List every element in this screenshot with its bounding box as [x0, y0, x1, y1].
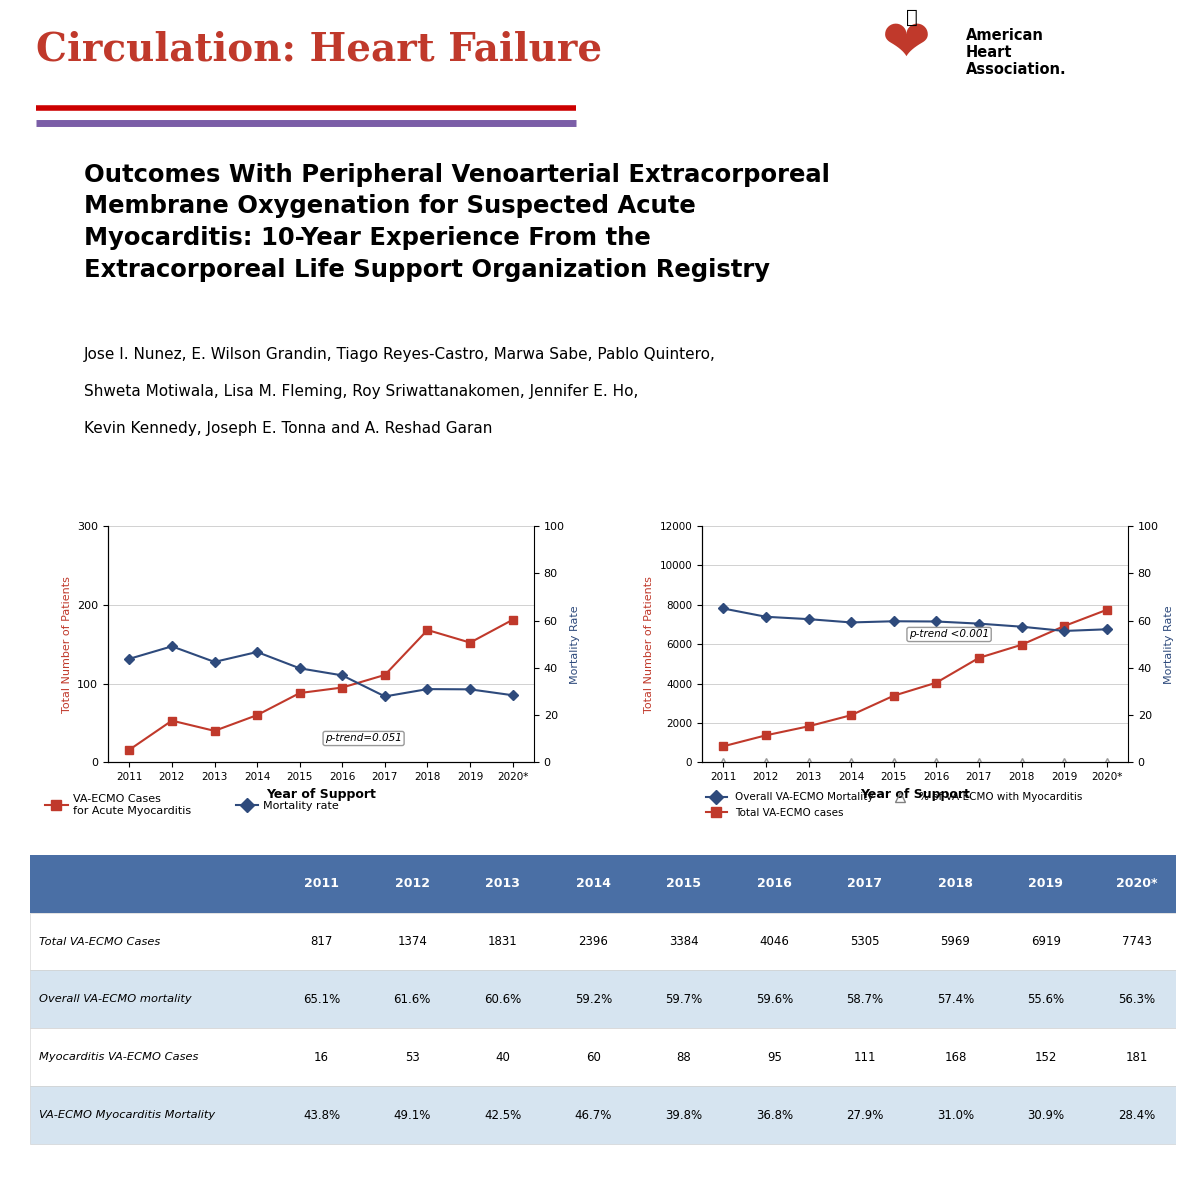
Text: 55.6%: 55.6% — [1027, 993, 1064, 1006]
Bar — [30, 1028, 1182, 1086]
Bar — [30, 913, 1182, 970]
Text: 2015: 2015 — [666, 877, 701, 890]
Text: 16: 16 — [314, 1051, 329, 1064]
Text: 1831: 1831 — [488, 935, 517, 948]
Legend: VA-ECMO Cases
for Acute Myocarditis, Mortality rate: VA-ECMO Cases for Acute Myocarditis, Mor… — [41, 790, 343, 820]
Bar — [30, 970, 1182, 1028]
Text: 111: 111 — [853, 1051, 876, 1064]
Text: 168: 168 — [944, 1051, 966, 1064]
Text: 88: 88 — [677, 1051, 691, 1064]
Text: 152: 152 — [1034, 1051, 1057, 1064]
Text: 4046: 4046 — [760, 935, 790, 948]
Y-axis label: Mortality Rate: Mortality Rate — [1164, 605, 1175, 683]
X-axis label: Year of Support: Year of Support — [860, 787, 970, 800]
Text: 2018: 2018 — [938, 877, 973, 890]
Text: 57.4%: 57.4% — [937, 993, 974, 1006]
Text: 2020*: 2020* — [1116, 877, 1157, 890]
Text: 58.7%: 58.7% — [846, 993, 883, 1006]
Text: 59.7%: 59.7% — [665, 993, 702, 1006]
Text: 2016: 2016 — [757, 877, 792, 890]
Text: 49.1%: 49.1% — [394, 1109, 431, 1122]
Text: Kevin Kennedy, Joseph E. Tonna and A. Reshad Garan: Kevin Kennedy, Joseph E. Tonna and A. Re… — [84, 421, 492, 436]
Text: 56.3%: 56.3% — [1118, 993, 1156, 1006]
Text: 28.4%: 28.4% — [1118, 1109, 1156, 1122]
Text: 817: 817 — [311, 935, 332, 948]
Text: 31.0%: 31.0% — [937, 1109, 974, 1122]
Text: 2012: 2012 — [395, 877, 430, 890]
Text: A: A — [58, 483, 72, 502]
Text: VA-ECMO Myocarditis Mortality: VA-ECMO Myocarditis Mortality — [40, 1110, 215, 1121]
Text: p-trend=0.051: p-trend=0.051 — [325, 734, 402, 743]
Y-axis label: Mortality Rate: Mortality Rate — [570, 605, 581, 683]
Text: 61.6%: 61.6% — [394, 993, 431, 1006]
Text: 5969: 5969 — [941, 935, 971, 948]
Y-axis label: Total Number of Patients: Total Number of Patients — [61, 576, 72, 713]
Text: Myocarditis VA-ECMO Cases: Myocarditis VA-ECMO Cases — [40, 1052, 198, 1063]
Text: 27.9%: 27.9% — [846, 1109, 883, 1122]
Text: 42.5%: 42.5% — [484, 1109, 521, 1122]
Text: 59.2%: 59.2% — [575, 993, 612, 1006]
Text: 🔥: 🔥 — [906, 8, 918, 27]
Text: 6919: 6919 — [1031, 935, 1061, 948]
Text: 43.8%: 43.8% — [304, 1109, 341, 1122]
Text: 3384: 3384 — [668, 935, 698, 948]
Text: Outcomes With Peripheral Venoarterial Extracorporeal
Membrane Oxygenation for Su: Outcomes With Peripheral Venoarterial Ex… — [84, 163, 830, 281]
Text: 30.9%: 30.9% — [1027, 1109, 1064, 1122]
Legend: Overall VA-ECMO Mortality, Total VA-ECMO cases, % of VA-ECMO with Myocarditis: Overall VA-ECMO Mortality, Total VA-ECMO… — [702, 788, 1086, 821]
Text: 2019: 2019 — [1028, 877, 1063, 890]
Text: Jose I. Nunez, E. Wilson Grandin, Tiago Reyes-Castro, Marwa Sabe, Pablo Quintero: Jose I. Nunez, E. Wilson Grandin, Tiago … — [84, 348, 716, 362]
Text: Total VA-ECMO: Total VA-ECMO — [830, 483, 958, 502]
Text: 2396: 2396 — [578, 935, 608, 948]
Bar — [30, 855, 1182, 913]
Text: 2014: 2014 — [576, 877, 611, 890]
Text: 39.8%: 39.8% — [665, 1109, 702, 1122]
Text: 36.8%: 36.8% — [756, 1109, 793, 1122]
Text: 60.6%: 60.6% — [484, 993, 521, 1006]
Text: 95: 95 — [767, 1051, 781, 1064]
Bar — [30, 1086, 1182, 1144]
X-axis label: Year of Support: Year of Support — [266, 787, 376, 800]
Text: VA-ECMO for Acute Myocarditis: VA-ECMO for Acute Myocarditis — [170, 483, 442, 502]
Text: 7743: 7743 — [1122, 935, 1152, 948]
Text: p-trend <0.001: p-trend <0.001 — [910, 630, 989, 639]
Text: 2011: 2011 — [304, 877, 340, 890]
Text: Overall VA-ECMO mortality: Overall VA-ECMO mortality — [40, 994, 192, 1005]
Text: B: B — [635, 483, 648, 502]
Text: Circulation: Heart Failure: Circulation: Heart Failure — [36, 31, 602, 69]
Text: 46.7%: 46.7% — [575, 1109, 612, 1122]
Text: 53: 53 — [404, 1051, 420, 1064]
Text: 5305: 5305 — [850, 935, 880, 948]
Text: 59.6%: 59.6% — [756, 993, 793, 1006]
Text: 1374: 1374 — [397, 935, 427, 948]
Text: Total VA-ECMO Cases: Total VA-ECMO Cases — [40, 936, 161, 947]
Text: 2013: 2013 — [485, 877, 520, 890]
Text: American
Heart
Association.: American Heart Association. — [966, 27, 1067, 78]
Text: 60: 60 — [586, 1051, 601, 1064]
Text: 65.1%: 65.1% — [304, 993, 341, 1006]
Text: 40: 40 — [496, 1051, 510, 1064]
Y-axis label: Total Number of Patients: Total Number of Patients — [644, 576, 654, 713]
Text: Shweta Motiwala, Lisa M. Fleming, Roy Sriwattanakomen, Jennifer E. Ho,: Shweta Motiwala, Lisa M. Fleming, Roy Sr… — [84, 384, 638, 400]
Text: 2017: 2017 — [847, 877, 882, 890]
Text: ❤: ❤ — [882, 15, 931, 72]
Text: 181: 181 — [1126, 1051, 1147, 1064]
